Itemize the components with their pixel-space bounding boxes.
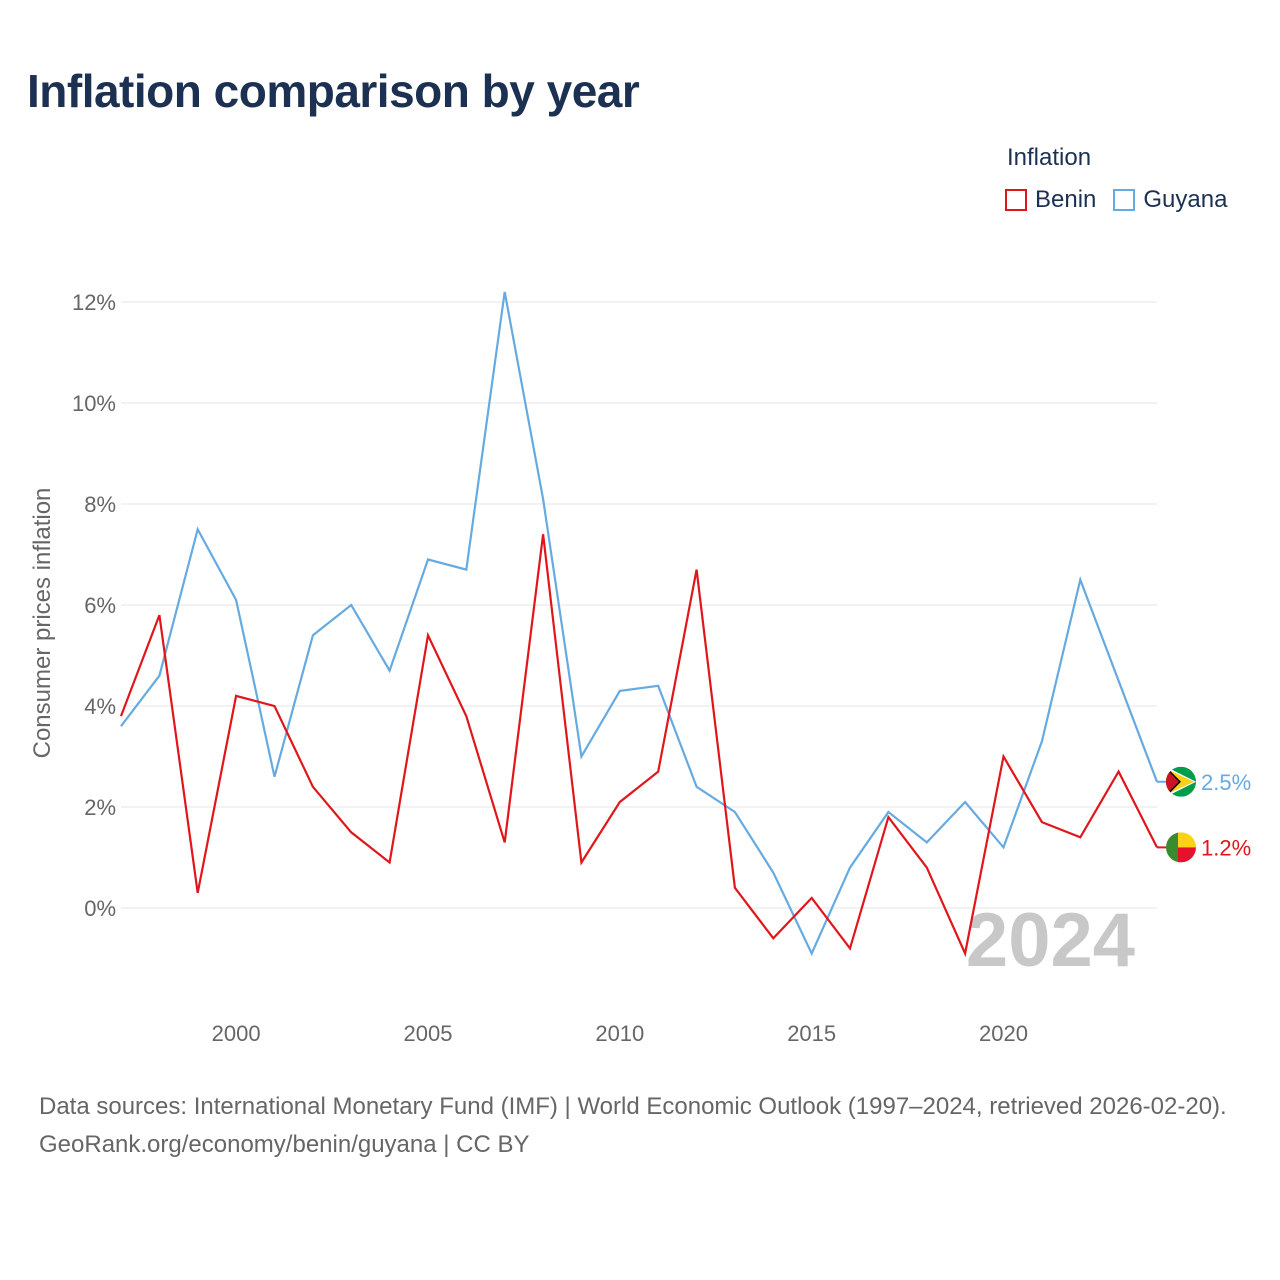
x-tick-label: 2000 xyxy=(212,1021,261,1046)
legend-item-guyana[interactable]: Guyana xyxy=(1113,186,1227,214)
x-tick-label: 2015 xyxy=(787,1021,836,1046)
y-tick-label: 10% xyxy=(72,391,116,416)
legend-title: Inflation xyxy=(1007,144,1092,171)
benin-flag-icon xyxy=(1166,832,1196,863)
series-line-benin xyxy=(119,534,1158,958)
y-tick-label: 8% xyxy=(84,492,116,517)
x-tick-label: 2005 xyxy=(403,1021,452,1046)
data-source-text: Data sources: International Monetary Fun… xyxy=(39,1093,1227,1120)
y-axis-label: Consumer prices inflation xyxy=(29,488,56,759)
legend-swatch-benin xyxy=(1005,189,1027,211)
legend-item-benin[interactable]: Benin xyxy=(1005,186,1096,214)
year-watermark: 2024 xyxy=(966,898,1135,983)
x-tick-label: 2010 xyxy=(595,1021,644,1046)
y-tick-label: 12% xyxy=(72,290,116,315)
footer: Data sources: International Monetary Fun… xyxy=(39,1088,1249,1164)
legend: Benin Guyana xyxy=(1005,186,1227,214)
y-tick-label: 4% xyxy=(84,694,116,719)
chart-title: Inflation comparison by year xyxy=(27,65,640,117)
y-tick-label: 2% xyxy=(84,795,116,820)
line-chart: 0% 2% 4% 6% 8% 10% 12% 2000 2005 2010 2015 2020 Cons… xyxy=(29,290,1251,1046)
legend-label-guyana: Guyana xyxy=(1143,186,1228,213)
guyana-flag-icon xyxy=(1166,766,1196,797)
y-tick-label: 0% xyxy=(84,896,116,921)
legend-label-benin: Benin xyxy=(1035,186,1097,213)
series-line-guyana xyxy=(120,291,1159,957)
x-tick-label: 2020 xyxy=(979,1021,1028,1046)
legend-swatch-guyana xyxy=(1113,189,1136,211)
credit-text: GeoRank.org/economy/benin/guyana | CC BY xyxy=(39,1131,530,1158)
end-value-label-guyana: 2.5% xyxy=(1201,770,1251,795)
end-value-label-benin: 1.2% xyxy=(1201,835,1251,860)
y-tick-label: 6% xyxy=(84,593,116,618)
